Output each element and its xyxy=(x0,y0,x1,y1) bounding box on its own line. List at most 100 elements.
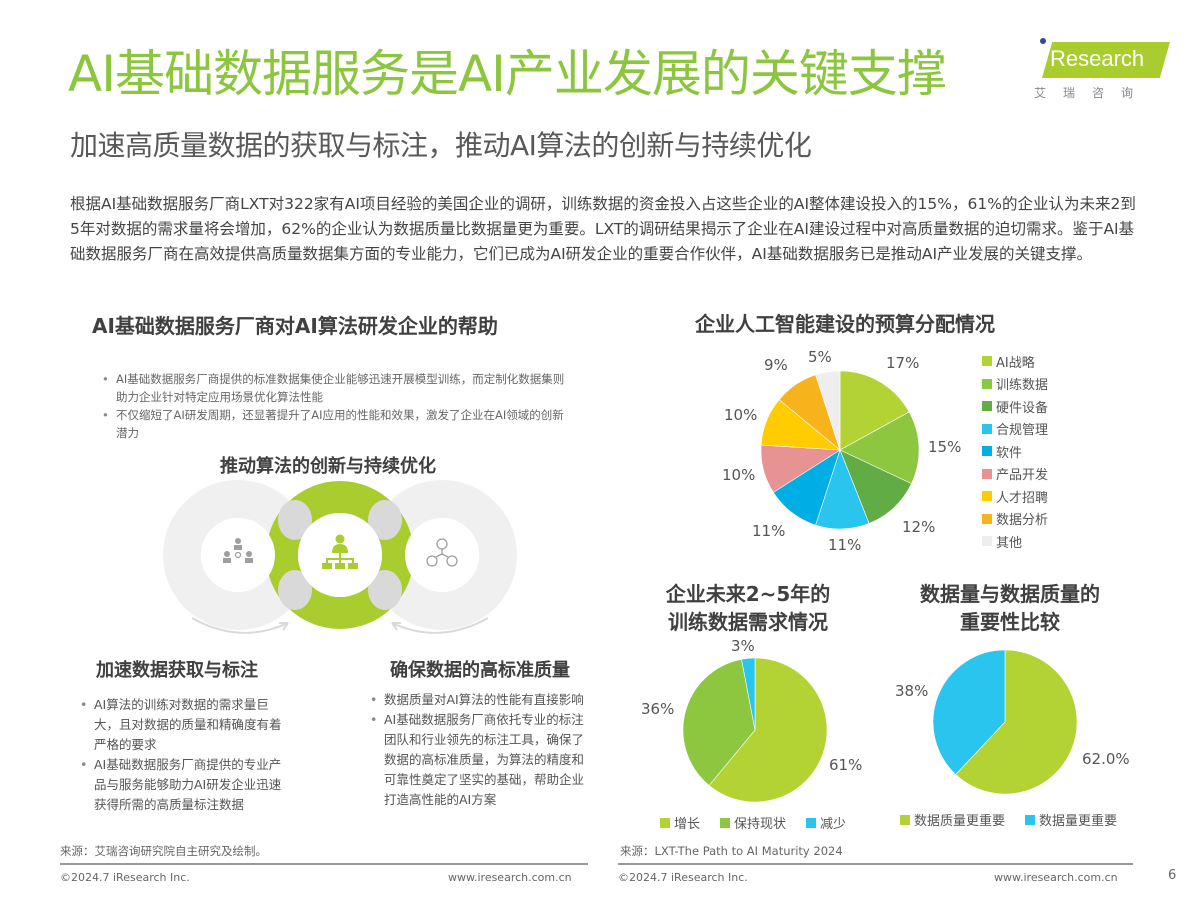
left-block-bullets: AI算法的训练对数据的需求量巨大，且对数据的质量和精确度有着严格的要求 AI基础… xyxy=(80,695,290,815)
source-left: 来源：艾瑞咨询研究院自主研究及绘制。 xyxy=(60,844,267,858)
pie-slice xyxy=(708,657,828,803)
legend-item: AI战略 xyxy=(982,350,1048,373)
legend-swatch xyxy=(982,378,992,389)
pie-slice xyxy=(955,649,1078,795)
legend-swatch xyxy=(806,817,817,828)
right-block-title: 确保数据的高标准质量 xyxy=(390,660,570,681)
legend-item: 人才招聘 xyxy=(982,485,1048,508)
arrow-right xyxy=(391,617,489,634)
legend-item: 减少 xyxy=(806,813,846,832)
website-link[interactable]: www.iresearch.com.cn xyxy=(448,871,572,884)
legend-item: 保持现状 xyxy=(720,813,786,832)
logo-cn: 艾瑞咨询 xyxy=(1034,86,1151,100)
pie-label: 5% xyxy=(808,348,832,366)
legend-swatch xyxy=(982,423,992,434)
pie-label: 3% xyxy=(731,637,755,655)
pie-label: 17% xyxy=(886,354,920,372)
legend-item: 硬件设备 xyxy=(982,395,1048,418)
pie-label: 10% xyxy=(724,406,758,424)
legend-swatch xyxy=(982,491,992,502)
org-chart-icon xyxy=(322,534,358,569)
bullet-item: AI基础数据服务厂商依托专业的标注团队和行业领先的标注工具，确保了数据的高标准质… xyxy=(370,710,596,810)
legend-swatch xyxy=(982,513,992,524)
iresearch-logo: Research 艾瑞咨询 xyxy=(1032,38,1172,108)
left-block-title: 加速数据获取与标注 xyxy=(96,660,258,681)
legend-swatch xyxy=(982,356,992,367)
budget-legend: AI战略 训练数据 硬件设备 合规管理 软件 产品开发 人才招聘 数据分析 其他 xyxy=(982,350,1048,553)
pie-slice xyxy=(932,649,1006,775)
copyright: ©2024.7 iResearch Inc. xyxy=(618,871,748,884)
right-block-bullets: 数据质量对AI算法的性能有直接影响 AI基础数据服务厂商依托专业的标注团队和行业… xyxy=(370,690,596,810)
logo-brand: Research xyxy=(1050,46,1145,71)
pie-label: 9% xyxy=(764,356,788,374)
demand-legend: 增长 保持现状 减少 xyxy=(660,813,846,832)
legend-item: 增长 xyxy=(660,813,700,832)
legend-item: 其他 xyxy=(982,530,1048,553)
pie-label: 11% xyxy=(752,522,786,540)
joint xyxy=(368,500,402,540)
bullet-item: 不仅缩短了AI研发周期，还显著提升了AI应用的性能和效果，激发了企业在AI领域的… xyxy=(102,406,572,442)
legend-swatch xyxy=(982,536,992,547)
legend-swatch xyxy=(1025,814,1036,825)
diagram-title: 推动算法的创新与持续优化 xyxy=(220,456,436,477)
pie-slice xyxy=(741,657,756,731)
bullet-item: AI基础数据服务厂商提供的标准数据集使企业能够迅速开展模型训练，而定制化数据集则… xyxy=(102,370,572,406)
logo-dot xyxy=(1040,38,1046,44)
legend-swatch xyxy=(982,446,992,457)
legend-swatch xyxy=(982,468,992,479)
pie-label: 12% xyxy=(902,518,936,536)
bullet-item: AI基础数据服务厂商提供的专业产品与服务能够助力AI研发企业迅速获得所需的高质量… xyxy=(80,755,290,815)
page-subtitle: 加速高质量数据的获取与标注，推动AI算法的创新与持续优化 xyxy=(70,129,812,162)
legend-item: 数据量更重要 xyxy=(1025,810,1117,829)
pie-slice xyxy=(839,411,920,485)
legend-item: 数据质量更重要 xyxy=(900,810,1005,829)
pie-label: 62.0% xyxy=(1082,750,1130,768)
bullet-item: AI算法的训练对数据的需求量巨大，且对数据的质量和精确度有着严格的要求 xyxy=(80,695,290,755)
arrow-left xyxy=(191,617,289,634)
joint xyxy=(368,570,402,610)
team-gear-icon xyxy=(223,538,253,563)
legend-item: 训练数据 xyxy=(982,373,1048,396)
footer-divider xyxy=(618,863,1133,865)
page-title: AI基础数据服务是AI产业发展的关键支撑 xyxy=(68,45,947,103)
center-ring xyxy=(266,481,414,629)
budget-pie-chart xyxy=(760,370,920,530)
page-number: 6 xyxy=(1168,868,1177,883)
legend-swatch xyxy=(982,401,992,412)
network-people-icon xyxy=(426,538,458,567)
pie-slice xyxy=(682,658,756,786)
pie-label: 15% xyxy=(928,438,962,456)
copyright: ©2024.7 iResearch Inc. xyxy=(60,871,190,884)
legend-item: 产品开发 xyxy=(982,463,1048,486)
importance-legend: 数据质量更重要 数据量更重要 xyxy=(900,810,1117,829)
bullet-item: 数据质量对AI算法的性能有直接影响 xyxy=(370,690,596,710)
legend-item: 合规管理 xyxy=(982,418,1048,441)
pie-label: 36% xyxy=(641,700,675,718)
intro-paragraph: 根据AI基础数据服务厂商LXT对322家有AI项目经验的美国企业的调研，训练数据… xyxy=(70,195,1136,263)
pie-label: 11% xyxy=(828,536,862,554)
legend-swatch xyxy=(900,814,910,825)
legend-swatch xyxy=(660,817,670,828)
demand-pie-chart xyxy=(682,657,828,803)
pie-slice xyxy=(815,370,841,451)
joint xyxy=(278,570,312,610)
chart1-title: 企业人工智能建设的预算分配情况 xyxy=(695,312,995,336)
pie-label: 38% xyxy=(895,682,929,700)
website-link[interactable]: www.iresearch.com.cn xyxy=(994,871,1118,884)
chart2-title: 企业未来2~5年的 训练数据需求情况 xyxy=(665,582,831,634)
left-panel-title: AI基础数据服务厂商对AI算法研发企业的帮助 xyxy=(92,314,498,338)
legend-swatch xyxy=(720,817,731,828)
chart3-title: 数据量与数据质量的 重要性比较 xyxy=(920,582,1100,634)
logo-bar xyxy=(1042,42,1170,78)
top-bullets: AI基础数据服务厂商提供的标准数据集使企业能够迅速开展模型训练，而定制化数据集则… xyxy=(102,370,572,442)
pie-label: 10% xyxy=(722,466,756,484)
joint xyxy=(278,500,312,540)
pie-slice xyxy=(839,449,912,524)
importance-pie-chart xyxy=(932,649,1078,795)
pie-slice xyxy=(839,370,910,451)
pie-label: 61% xyxy=(829,756,863,774)
source-right: 来源：LXT-The Path to AI Maturity 2024 xyxy=(620,844,843,858)
legend-item: 数据分析 xyxy=(982,508,1048,531)
innovation-diagram xyxy=(163,480,517,634)
footer-divider xyxy=(60,863,588,865)
